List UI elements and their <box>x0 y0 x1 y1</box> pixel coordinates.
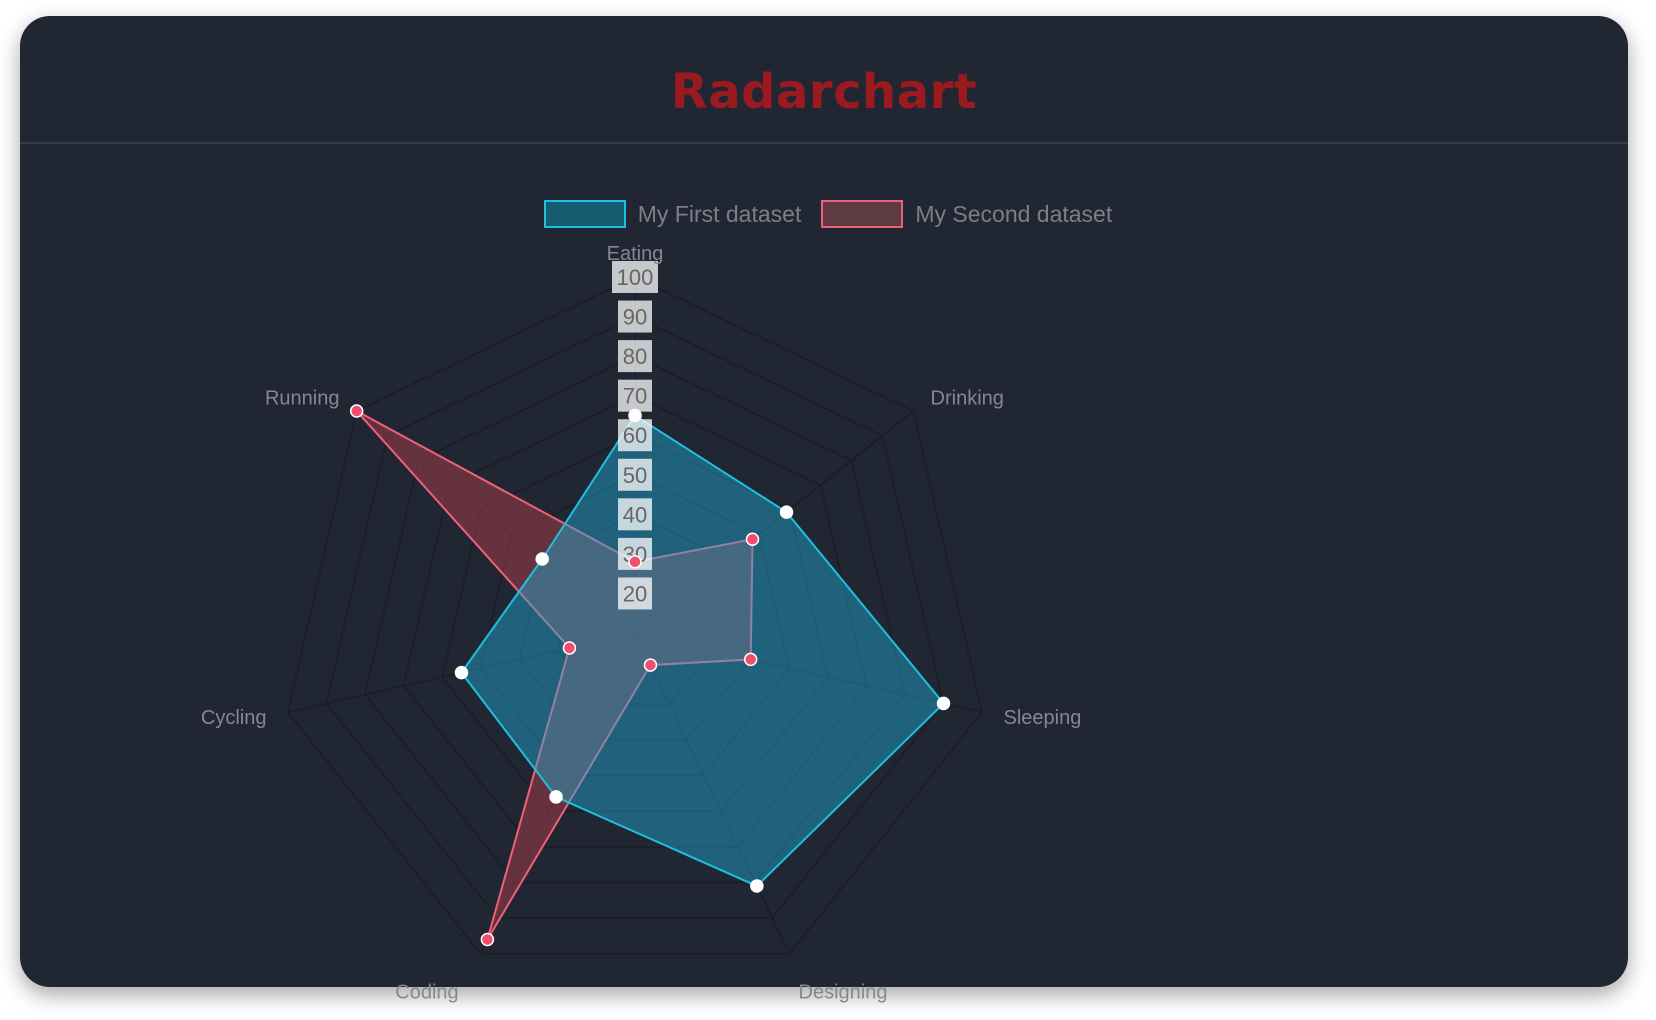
tick-label: 60 <box>623 423 647 448</box>
angle-line <box>634 632 791 955</box>
grid-ring <box>402 394 868 848</box>
legend-label-first: My First dataset <box>637 200 802 227</box>
legend-label-second: My Second dataset <box>915 200 1113 227</box>
series-area-1 <box>460 414 945 888</box>
point-label-cycling: Cycling <box>201 707 267 729</box>
tick-label: 100 <box>617 265 654 290</box>
data-point-2 <box>643 658 658 672</box>
data-point-2 <box>745 532 760 547</box>
data-point-1 <box>628 408 642 423</box>
tick-backdrop <box>618 458 652 491</box>
data-point-2 <box>480 932 495 947</box>
legend-item-first[interactable]: My First dataset <box>543 200 802 228</box>
tick-label: 90 <box>623 305 647 330</box>
point-label-drinking: Drinking <box>931 387 1004 409</box>
point-label-coding: Coding <box>395 982 458 1004</box>
tick-label: 50 <box>623 463 647 488</box>
point-label-designing: Designing <box>799 982 888 1004</box>
legend-swatch-second <box>821 200 904 228</box>
grid-ring <box>325 315 945 919</box>
tick-label: 40 <box>623 502 647 527</box>
tick-backdrop <box>618 498 652 531</box>
data-point-2 <box>562 641 577 655</box>
legend-swatch-first <box>543 200 626 228</box>
data-point-1 <box>549 790 563 804</box>
tick-backdrop <box>618 577 652 610</box>
header-divider <box>20 142 1628 144</box>
point-label-eating: Eating <box>607 243 664 265</box>
tick-label: 20 <box>623 581 647 606</box>
page-title: Radarchart <box>670 64 978 120</box>
legend: My First dataset My Second dataset <box>0 200 1656 228</box>
data-point-1 <box>936 696 951 711</box>
tick-label: 70 <box>623 384 647 409</box>
tick-backdrop <box>612 261 658 293</box>
grid-ring <box>287 276 983 955</box>
data-point-2 <box>349 404 364 418</box>
tick-backdrop <box>618 340 652 373</box>
tick-backdrop <box>618 300 652 333</box>
point-label-sleeping: Sleeping <box>1004 707 1082 729</box>
tick-label: 80 <box>623 344 647 369</box>
data-point-1 <box>779 505 794 519</box>
data-point-1 <box>535 552 549 566</box>
grid-ring <box>364 355 906 884</box>
data-point-2 <box>743 652 758 667</box>
tick-backdrop <box>618 419 652 452</box>
point-label-running: Running <box>265 387 340 409</box>
data-point-2 <box>628 555 642 569</box>
legend-item-second[interactable]: My Second dataset <box>821 200 1112 228</box>
data-point-1 <box>454 665 469 680</box>
tick-backdrop <box>618 379 652 412</box>
data-point-1 <box>750 879 764 893</box>
